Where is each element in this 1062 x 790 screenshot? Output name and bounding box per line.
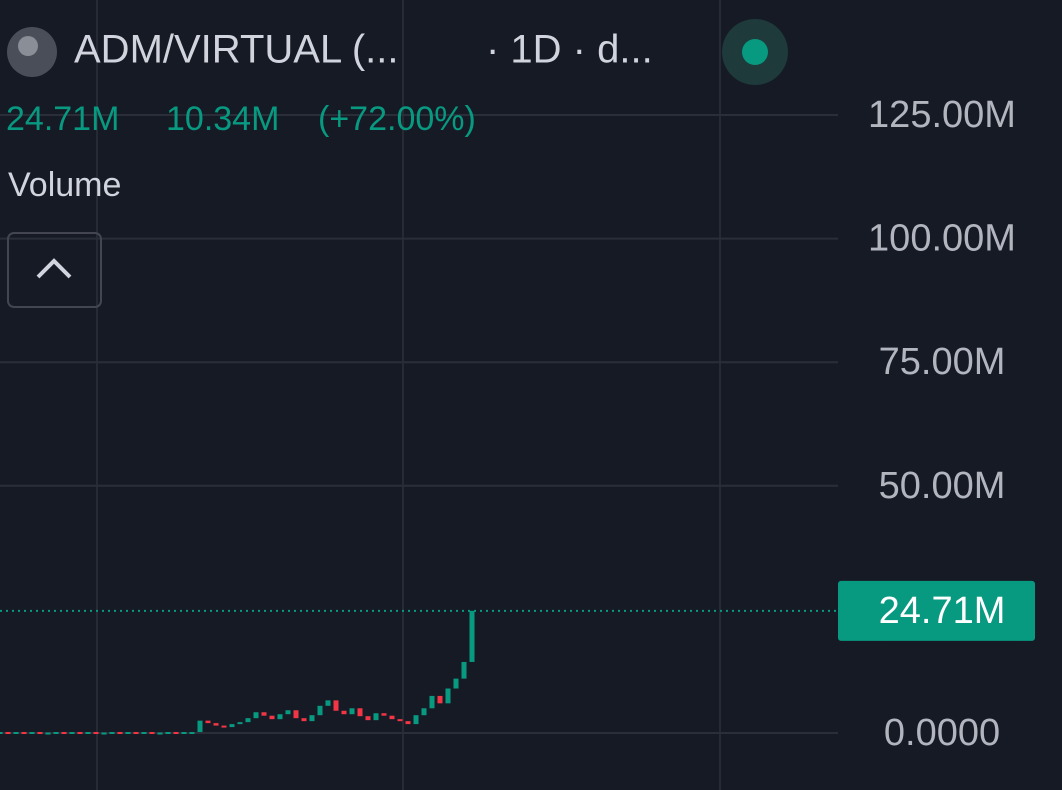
status-dot [742,39,768,65]
y-tick-label: 125.00M [868,94,1016,136]
candle [173,732,179,735]
candle [229,724,235,728]
candle [69,732,75,735]
candle [341,710,347,715]
candle [309,715,315,722]
candle [445,688,451,704]
candle [365,716,371,721]
collapse-button[interactable] [7,232,102,308]
change: 10.34M [166,100,279,138]
candle [245,718,251,723]
candle [213,723,219,726]
candle [293,710,299,719]
candle [237,722,243,725]
token-icon-detail [18,36,38,56]
candle [405,721,411,725]
chevron-up[interactable] [36,258,72,279]
candle [0,732,3,735]
change-percent: (+72.00%) [318,100,476,138]
y-tick-label: 100.00M [868,218,1016,260]
candles [0,609,838,735]
candle [437,695,443,704]
candle [149,732,155,735]
candle [13,732,19,735]
candle [53,732,59,735]
collapse-button-box[interactable] [7,232,102,308]
candle [221,725,227,728]
y-tick-label: 50.00M [879,465,1006,507]
candle [157,732,163,735]
candle [37,732,43,735]
candle [45,732,51,735]
candle [269,715,275,720]
candle [349,708,355,715]
candle [389,715,395,720]
candle [373,713,379,721]
indicator-name: Volume [8,166,121,204]
candle [141,732,147,735]
symbol-title: ADM/VIRTUAL (... [74,28,399,72]
candle [21,732,27,735]
candle [277,714,283,720]
candle [381,713,387,716]
last-price-badge [838,580,1035,641]
candle [285,710,291,715]
candle [61,732,67,735]
candle [109,732,115,735]
candle [29,732,35,735]
candle [261,712,267,716]
candle [397,719,403,722]
candle [197,720,203,733]
last-value: 24.71M [6,100,119,138]
candle [85,732,91,735]
candle [165,732,171,735]
candle [93,732,99,735]
interval: · 1D · d... [486,28,653,72]
y-tick-label: 75.00M [879,341,1006,383]
grid [0,114,838,734]
candle [5,732,11,735]
candle [181,732,187,735]
candle [189,732,195,735]
candle [77,732,83,735]
candle [357,708,363,717]
candle [133,732,139,735]
candle [413,715,419,725]
candle [205,720,211,724]
candle [333,700,339,711]
candle [325,700,331,706]
candle [301,718,307,722]
candle [117,732,123,735]
candle [461,661,467,679]
candle [253,712,259,719]
last-price-label: 24.71M [879,590,1006,632]
candle [469,610,475,662]
candle [125,732,131,735]
candle [317,705,323,716]
y-axis: 0.0000 50.00M 75.00M 100.00M 125.00M 24.71M [838,94,1035,754]
candle [421,708,427,716]
candle [429,695,435,709]
y-tick-label: 0.0000 [884,712,1000,754]
candle [453,678,459,689]
candle [101,732,107,735]
